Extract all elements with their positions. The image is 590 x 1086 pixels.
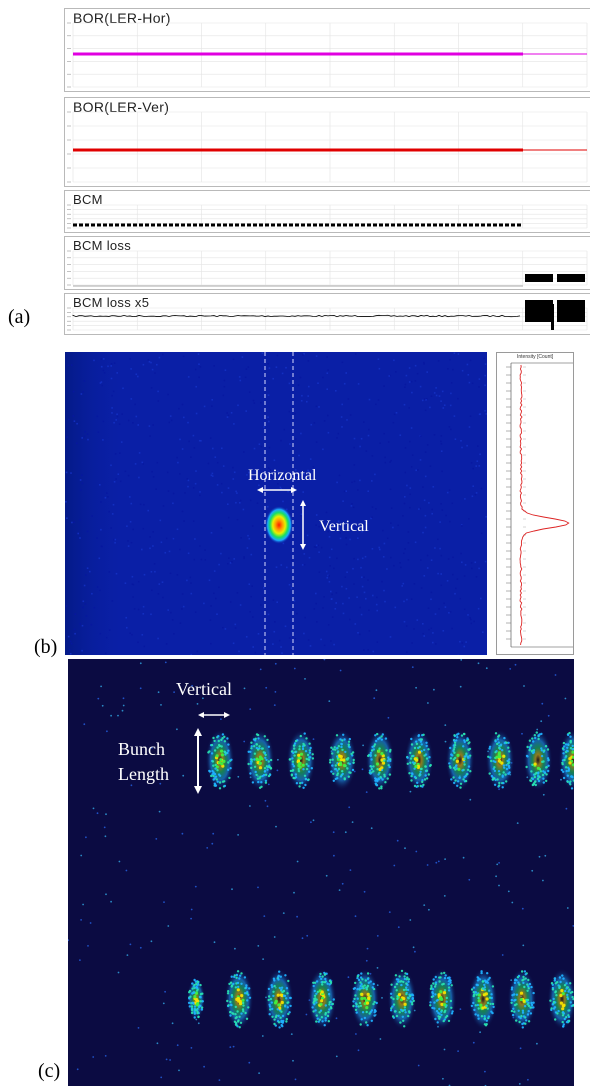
strip-title: BCM loss x5 bbox=[73, 295, 150, 310]
profile-header: Intensity [Count] bbox=[517, 354, 554, 360]
strip-chart-bcm-loss-x5: BCM loss x5 bbox=[64, 293, 590, 335]
profile-curve bbox=[506, 362, 573, 648]
bunch-train-image bbox=[68, 659, 574, 1086]
vertical-label: Vertical bbox=[319, 518, 369, 535]
strip-chart-bor-hor: BOR(LER-Hor) bbox=[64, 8, 590, 92]
vertical-label-c: Vertical bbox=[176, 679, 232, 699]
strip-title: BCM bbox=[73, 192, 103, 207]
strip-title: BOR(LER-Hor) bbox=[73, 10, 171, 26]
strip-plot bbox=[67, 300, 588, 331]
bunch-label-line2: Length bbox=[118, 764, 169, 784]
intensity-profile-plot: Intensity [Count] bbox=[496, 352, 574, 655]
strip-title: BOR(LER-Ver) bbox=[73, 99, 170, 115]
strip-plot bbox=[67, 250, 588, 287]
panel-label-b: (b) bbox=[34, 636, 58, 658]
streak-camera-image: Vertical Bunch Length bbox=[68, 659, 574, 1086]
beam-profile-image: Horizontal Vertical bbox=[65, 352, 487, 655]
streak-noise bbox=[68, 659, 574, 1086]
beam-image-overlay bbox=[65, 352, 487, 655]
beam-spot bbox=[265, 506, 293, 544]
strip-plot bbox=[67, 111, 588, 183]
strip-plot bbox=[67, 22, 588, 88]
strip-plot bbox=[67, 204, 588, 229]
strip-chart-bcm-loss: BCM loss bbox=[64, 236, 590, 290]
bunch-label-line1: Bunch bbox=[118, 739, 165, 759]
strip-chart-bor-ver: BOR(LER-Ver) bbox=[64, 97, 590, 187]
strip-chart-bcm: BCM bbox=[64, 190, 590, 233]
panel-label-c: (c) bbox=[38, 1060, 61, 1082]
bunches bbox=[187, 729, 574, 1030]
panel-label-a: (a) bbox=[8, 306, 31, 328]
strip-title: BCM loss bbox=[73, 238, 132, 253]
horizontal-label: Horizontal bbox=[248, 467, 317, 484]
bunch-length-label: Bunch Length bbox=[118, 737, 169, 787]
